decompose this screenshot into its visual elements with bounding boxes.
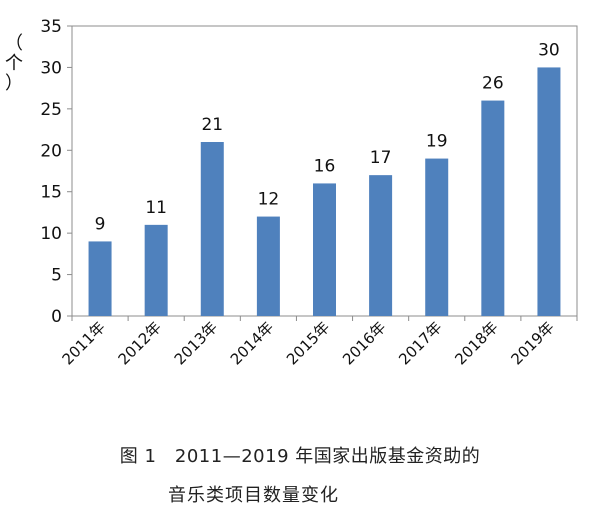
- bar: [88, 241, 112, 316]
- bar-value-label: 9: [95, 214, 106, 234]
- x-tick-label: 2015年: [283, 318, 333, 368]
- bar: [369, 175, 393, 316]
- bar-value-label: 21: [201, 115, 223, 135]
- y-tick-label: 25: [40, 100, 62, 120]
- y-axis-label: （ 个 ）: [4, 34, 24, 94]
- bar-value-label: 12: [258, 190, 280, 210]
- y-tick-label: 30: [40, 58, 62, 78]
- bar-value-label: 26: [482, 74, 504, 94]
- x-tick-label: 2019年: [507, 318, 557, 368]
- y-axis: 0 5 10 15 20 25 30 35: [40, 17, 72, 327]
- bar-value-label: 16: [314, 156, 336, 176]
- y-tick-label: 0: [51, 307, 62, 327]
- x-axis: 2011年 2012年 2013年 2014年 2015年 2016年 2017年 2018年…: [59, 316, 578, 368]
- x-tick-label: 2013年: [171, 318, 221, 368]
- bars: 9 11 21 12 16 17 19 26 30: [88, 40, 561, 316]
- x-tick-label: 2014年: [227, 318, 277, 368]
- bar-value-label: 19: [426, 132, 448, 152]
- y-axis-label-unit: 个: [5, 53, 23, 74]
- y-axis-label-close-paren: ）: [5, 73, 23, 94]
- bar-value-label: 17: [370, 148, 392, 168]
- figure-caption-line-1: 图 1 2011—2019 年国家出版基金资助的: [119, 446, 481, 467]
- x-tick-label: 2017年: [395, 318, 445, 368]
- y-tick-label: 15: [40, 183, 62, 203]
- bar: [425, 158, 449, 316]
- y-tick-label: 5: [51, 266, 62, 286]
- bar: [256, 216, 280, 316]
- bar: [481, 100, 505, 316]
- bar-value-label: 11: [145, 198, 167, 218]
- bar: [537, 67, 561, 316]
- y-tick-label: 10: [40, 224, 62, 244]
- bar: [200, 142, 224, 316]
- x-tick-label: 2016年: [339, 318, 389, 368]
- bar-value-label: 30: [538, 40, 560, 60]
- bar: [313, 183, 336, 316]
- y-tick-label: 20: [40, 141, 62, 161]
- bar: [144, 224, 168, 316]
- x-tick-label: 2011年: [59, 318, 109, 368]
- x-tick-label: 2018年: [451, 318, 501, 368]
- x-tick-label: 2012年: [115, 318, 165, 368]
- y-tick-label: 35: [40, 17, 62, 37]
- y-axis-label-open-paren: （: [5, 33, 23, 54]
- figure-caption-line-2: 音乐类项目数量变化: [168, 485, 339, 506]
